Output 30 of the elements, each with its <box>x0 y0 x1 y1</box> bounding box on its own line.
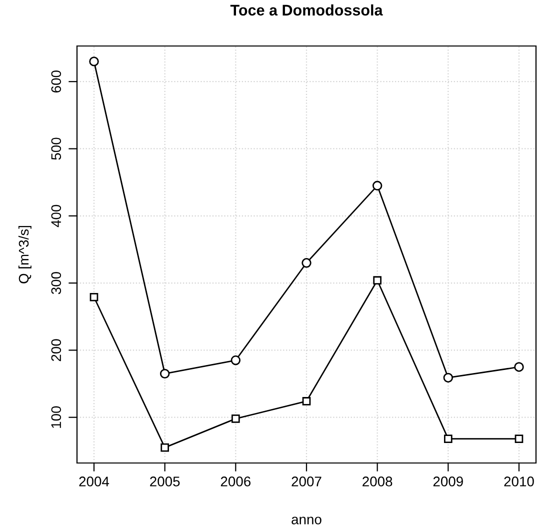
y-tick-label: 400 <box>51 204 62 228</box>
point <box>443 372 454 383</box>
point <box>372 180 382 191</box>
y-tick-label: 300 <box>51 272 62 294</box>
point <box>160 368 170 379</box>
y-tick-label: 100 <box>51 406 62 428</box>
x-tick-label: 2005 <box>150 476 180 486</box>
y-tick-label: 600 <box>51 70 62 92</box>
x-axis-title: anno <box>292 516 322 524</box>
point <box>232 414 240 423</box>
x-tick-label: 2006 <box>220 476 251 486</box>
x-tick-label: 2010 <box>504 476 534 486</box>
point <box>514 362 524 372</box>
point <box>514 434 524 443</box>
point <box>160 443 169 452</box>
x-tick-label: 2008 <box>362 476 392 486</box>
point <box>373 276 382 285</box>
x-tick-label: 2004 <box>79 476 110 486</box>
point <box>302 397 311 406</box>
y-tick-label: 200 <box>51 339 62 362</box>
point <box>90 292 98 302</box>
x-tick-label: 2007 <box>292 476 322 486</box>
point <box>230 355 241 366</box>
x-tick-label: 2009 <box>433 476 463 486</box>
point <box>302 258 312 268</box>
point <box>444 434 452 443</box>
point <box>89 56 99 66</box>
y-axis-title: Q [m^3/s] <box>18 226 32 284</box>
y-tick-label: 500 <box>51 138 62 160</box>
chart-title: Toce a Domodossola <box>230 4 383 16</box>
